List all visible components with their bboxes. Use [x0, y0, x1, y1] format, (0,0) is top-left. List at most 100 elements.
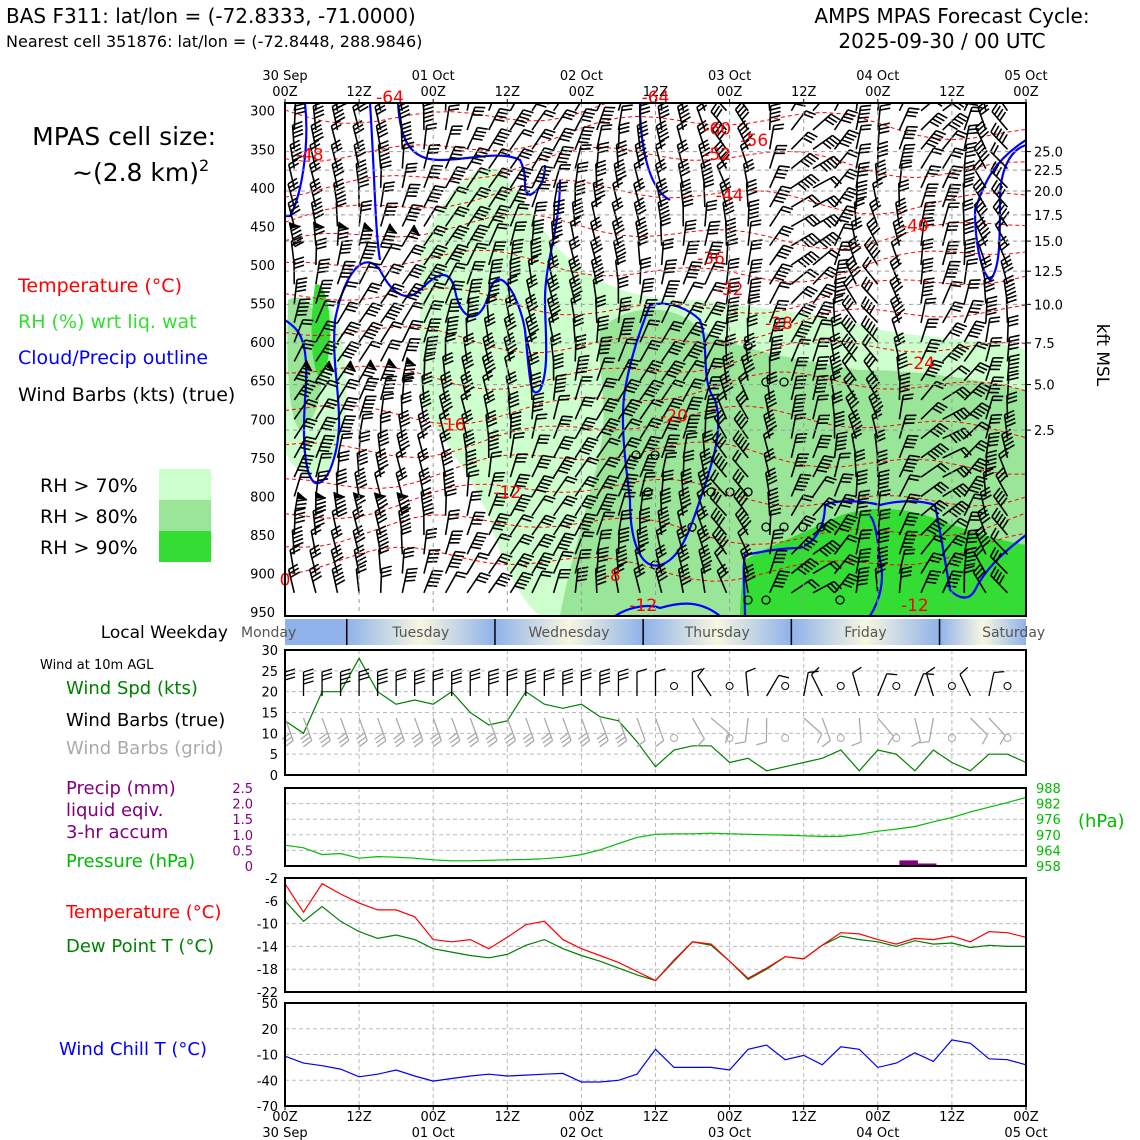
wind-barb: [733, 410, 749, 440]
wind-barb: [375, 448, 389, 478]
wind-barb: [574, 456, 600, 478]
pressure-tick-label: 500: [250, 259, 275, 274]
wind-barb: [611, 216, 625, 246]
wind-barb: [380, 339, 403, 362]
cell-size-label: MPAS cell size:: [32, 122, 216, 151]
wind-barb: [336, 260, 356, 285]
wind-barb: [354, 467, 368, 497]
wind-barb: [444, 225, 470, 247]
cloud-outline-2: [285, 179, 562, 485]
wind-barb: [898, 454, 921, 478]
wind-barb: [790, 356, 809, 381]
wind-barb: [851, 717, 862, 747]
wind-barb: [379, 223, 398, 249]
temperature-contour-label: -20: [660, 406, 688, 426]
legend-temperature: Temperature (°C): [17, 275, 182, 297]
wind-barb: [352, 505, 365, 536]
precip-tick-label: 0.5: [232, 844, 253, 859]
calm-circle: [798, 522, 808, 532]
wind-barb: [451, 668, 462, 696]
wind-barb: [509, 453, 528, 478]
temperature-contour-label: -52: [703, 145, 731, 165]
wind-barb: [697, 667, 712, 697]
weekday-label: Wednesday: [529, 625, 610, 641]
calm-circle: [743, 595, 753, 605]
wind-barb: [379, 410, 391, 439]
wind-barb: [569, 216, 581, 246]
bottom-day-label: 04 Oct: [856, 1126, 899, 1140]
wind-barb: [710, 507, 728, 536]
calm-circle: [835, 595, 845, 605]
wind-barb: [331, 563, 346, 594]
wind-barb: [574, 107, 597, 131]
bottom-day-label: 01 Oct: [412, 1126, 455, 1140]
wind-barb: [768, 123, 785, 150]
wind-barb: [315, 434, 336, 459]
panel-frame: [284, 877, 1027, 993]
temperature-contour-label: -44: [716, 186, 744, 206]
wind-barb: [358, 412, 374, 439]
wind-barb: [315, 452, 333, 478]
wind-barb: [315, 340, 340, 362]
wind-barb: [352, 103, 364, 131]
pressure-unit-label: (hPa): [1078, 811, 1125, 832]
wind-barb: [531, 413, 548, 439]
wind-barb: [318, 717, 331, 748]
top-day-label: 02 Oct: [560, 69, 603, 84]
wind-barb: [398, 409, 411, 439]
wind-barb: [855, 529, 872, 555]
subtitle-left: Nearest cell 351876: lat/lon = (-72.8448…: [6, 32, 422, 51]
windchill-panel: 50 20 -10 -40 -70: [257, 997, 1027, 1115]
wind-barb: [401, 183, 421, 208]
wind-barb: [833, 109, 858, 131]
wind-barb: [439, 428, 452, 459]
wind-barb: [482, 332, 496, 362]
wind-barb: [401, 567, 418, 594]
wind-barb: [596, 456, 621, 478]
wind-barb: [550, 217, 564, 246]
temperature-label: Temperature (°C): [65, 902, 221, 923]
wind-barb: [963, 382, 991, 401]
wind-barb: [812, 374, 829, 401]
wind-barb: [552, 164, 572, 189]
wind-barb: [833, 241, 853, 266]
wind-barb: [487, 276, 501, 304]
wind-barb: [696, 119, 709, 150]
wind-barb: [552, 435, 576, 459]
wind-barb: [293, 398, 319, 420]
wind-barb: [442, 467, 455, 497]
wind-barb: [422, 103, 435, 131]
wind-barb: [595, 159, 607, 188]
series-line: [284, 1039, 1027, 1083]
wind-barb: [291, 120, 304, 150]
calm-circle: [743, 341, 753, 351]
wind-barb: [617, 436, 642, 459]
wind-barb: [423, 122, 438, 150]
wind-barb: [444, 571, 468, 594]
wind-barb: [963, 565, 975, 593]
wind-barb: [289, 544, 301, 574]
dewpoint-label: Dew Point T (°C): [66, 936, 214, 957]
wind-barb: [812, 497, 839, 517]
wind-barb: [767, 487, 780, 516]
wind-barb: [574, 103, 582, 112]
wind-barb: [612, 177, 624, 208]
wind-barb: [599, 668, 611, 696]
wind-barb: [358, 199, 373, 227]
wind-barb: [596, 493, 618, 517]
wind-barb: [941, 570, 964, 594]
panel-frame: [284, 787, 1027, 867]
wind-barb: [509, 148, 535, 170]
wind-barb: [541, 717, 554, 748]
wind-barb: [596, 377, 618, 401]
pressure-axis: 300 350 400 450 500 550 600 650 700 750 800 850 900 9…: [250, 105, 275, 621]
wind-barb: [874, 564, 886, 593]
wind-barb: [810, 666, 823, 697]
wind-barb: [423, 549, 441, 574]
wind-barb: [745, 667, 756, 697]
wind-barb: [704, 320, 728, 343]
panel-tick-label: 20: [261, 686, 278, 701]
wind-barb: [336, 415, 356, 439]
wind-barb: [920, 481, 950, 498]
wind-barb: [423, 318, 442, 343]
